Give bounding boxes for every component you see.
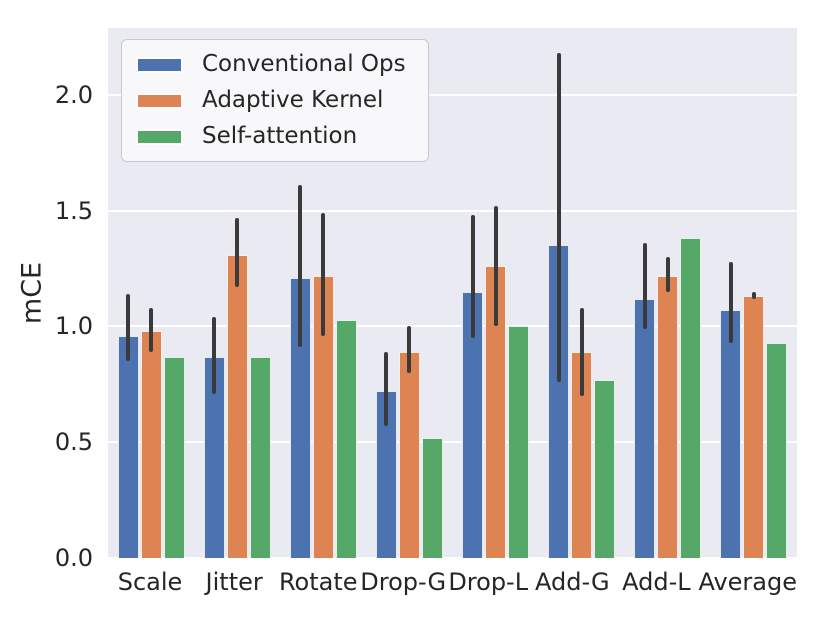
error-bar-add-g-conventional-ops xyxy=(556,53,561,383)
bar-group-rotate xyxy=(280,28,366,558)
error-bar-drop-g-adaptive-kernel xyxy=(407,326,412,373)
bar-add-l-conventional-ops xyxy=(634,298,656,558)
error-bar-jitter-adaptive-kernel xyxy=(235,217,240,288)
error-bar-scale-adaptive-kernel xyxy=(149,307,154,352)
bar-drop-l-self-attention xyxy=(508,326,530,558)
bar-scale-self-attention xyxy=(163,356,185,558)
xtick-label-drop-l: Drop-L xyxy=(448,568,529,596)
ytick-label-1.0: 1.0 xyxy=(54,312,93,341)
error-bar-drop-l-adaptive-kernel xyxy=(493,206,498,327)
bar-scale-adaptive-kernel xyxy=(140,331,162,558)
bar-groups xyxy=(108,28,797,558)
error-bar-rotate-conventional-ops xyxy=(298,185,303,348)
gridline-y-0.5 xyxy=(108,441,797,444)
bar-drop-g-self-attention xyxy=(421,437,443,558)
error-bar-add-l-conventional-ops xyxy=(642,243,647,329)
bar-group-average xyxy=(711,28,797,558)
bar-add-g-self-attention xyxy=(594,379,616,558)
gridline-y-0 xyxy=(108,557,797,559)
gridline-y-1.5 xyxy=(108,209,797,212)
xtick-label-scale: Scale xyxy=(117,568,183,596)
plot-area: Conventional Ops Adaptive Kernel Self-atte… xyxy=(108,28,797,559)
error-bar-jitter-conventional-ops xyxy=(212,317,217,394)
legend-label-self-attention: Self-attention xyxy=(202,123,358,149)
bar-rotate-self-attention xyxy=(335,319,357,558)
ytick-label-0.0: 0.0 xyxy=(54,544,93,572)
bar-jitter-adaptive-kernel xyxy=(226,254,248,558)
ytick-label-1.5: 1.5 xyxy=(54,196,93,225)
legend-swatch-icon-adaptive-kernel xyxy=(136,92,183,109)
bar-group-drop-l xyxy=(453,28,539,558)
gridline-y-2 xyxy=(108,93,797,96)
error-bar-add-g-adaptive-kernel xyxy=(579,307,584,396)
bar-scale-conventional-ops xyxy=(117,335,139,558)
legend-label-conventional-ops: Conventional Ops xyxy=(202,51,406,77)
error-bar-scale-conventional-ops xyxy=(126,294,131,362)
xtick-label-add-g: Add-G xyxy=(534,568,610,596)
xtick-label-jitter: Jitter xyxy=(205,568,263,596)
legend-swatch-icon-conventional-ops xyxy=(136,56,183,73)
bar-average-conventional-ops xyxy=(720,310,742,558)
ytick-label-2.0: 2.0 xyxy=(54,80,93,109)
error-bar-drop-g-conventional-ops xyxy=(384,351,389,427)
bar-jitter-self-attention xyxy=(249,356,271,558)
bar-group-add-l xyxy=(625,28,711,558)
legend-swatch-icon-self-attention xyxy=(136,128,183,145)
error-bar-drop-l-conventional-ops xyxy=(470,215,475,339)
legend: Conventional Ops Adaptive Kernel Self-atte… xyxy=(121,39,429,162)
legend-item-conventional-ops: Conventional Ops xyxy=(136,52,406,77)
error-bar-rotate-adaptive-kernel xyxy=(321,213,326,336)
error-bar-average-conventional-ops xyxy=(728,261,733,343)
xtick-label-rotate: Rotate xyxy=(278,568,358,596)
bar-group-add-g xyxy=(539,28,625,558)
ytick-label-0.5: 0.5 xyxy=(54,428,93,457)
xtick-label-drop-g: Drop-G xyxy=(360,568,447,596)
bar-group-jitter xyxy=(194,28,280,558)
bar-add-l-self-attention xyxy=(680,238,702,558)
bar-average-self-attention xyxy=(766,342,788,558)
error-bar-average-adaptive-kernel xyxy=(751,291,756,299)
legend-item-adaptive-kernel: Adaptive Kernel xyxy=(136,88,406,113)
legend-item-self-attention: Self-attention xyxy=(136,124,406,149)
bar-drop-g-adaptive-kernel xyxy=(398,351,420,558)
legend-label-adaptive-kernel: Adaptive Kernel xyxy=(202,87,384,113)
bar-group-scale xyxy=(108,28,194,558)
bar-average-adaptive-kernel xyxy=(743,296,765,558)
bar-group-drop-g xyxy=(366,28,452,558)
xtick-label-add-l: Add-L xyxy=(622,568,691,596)
x-axis-tick-labels: Scale Jitter Rotate Drop-G Drop-L Add-G Add-L A… xyxy=(108,568,797,602)
gridline-y-1 xyxy=(108,325,797,328)
error-bar-add-l-adaptive-kernel xyxy=(665,257,670,292)
xtick-label-average: Average xyxy=(698,568,797,596)
bar-add-l-adaptive-kernel xyxy=(657,275,679,558)
